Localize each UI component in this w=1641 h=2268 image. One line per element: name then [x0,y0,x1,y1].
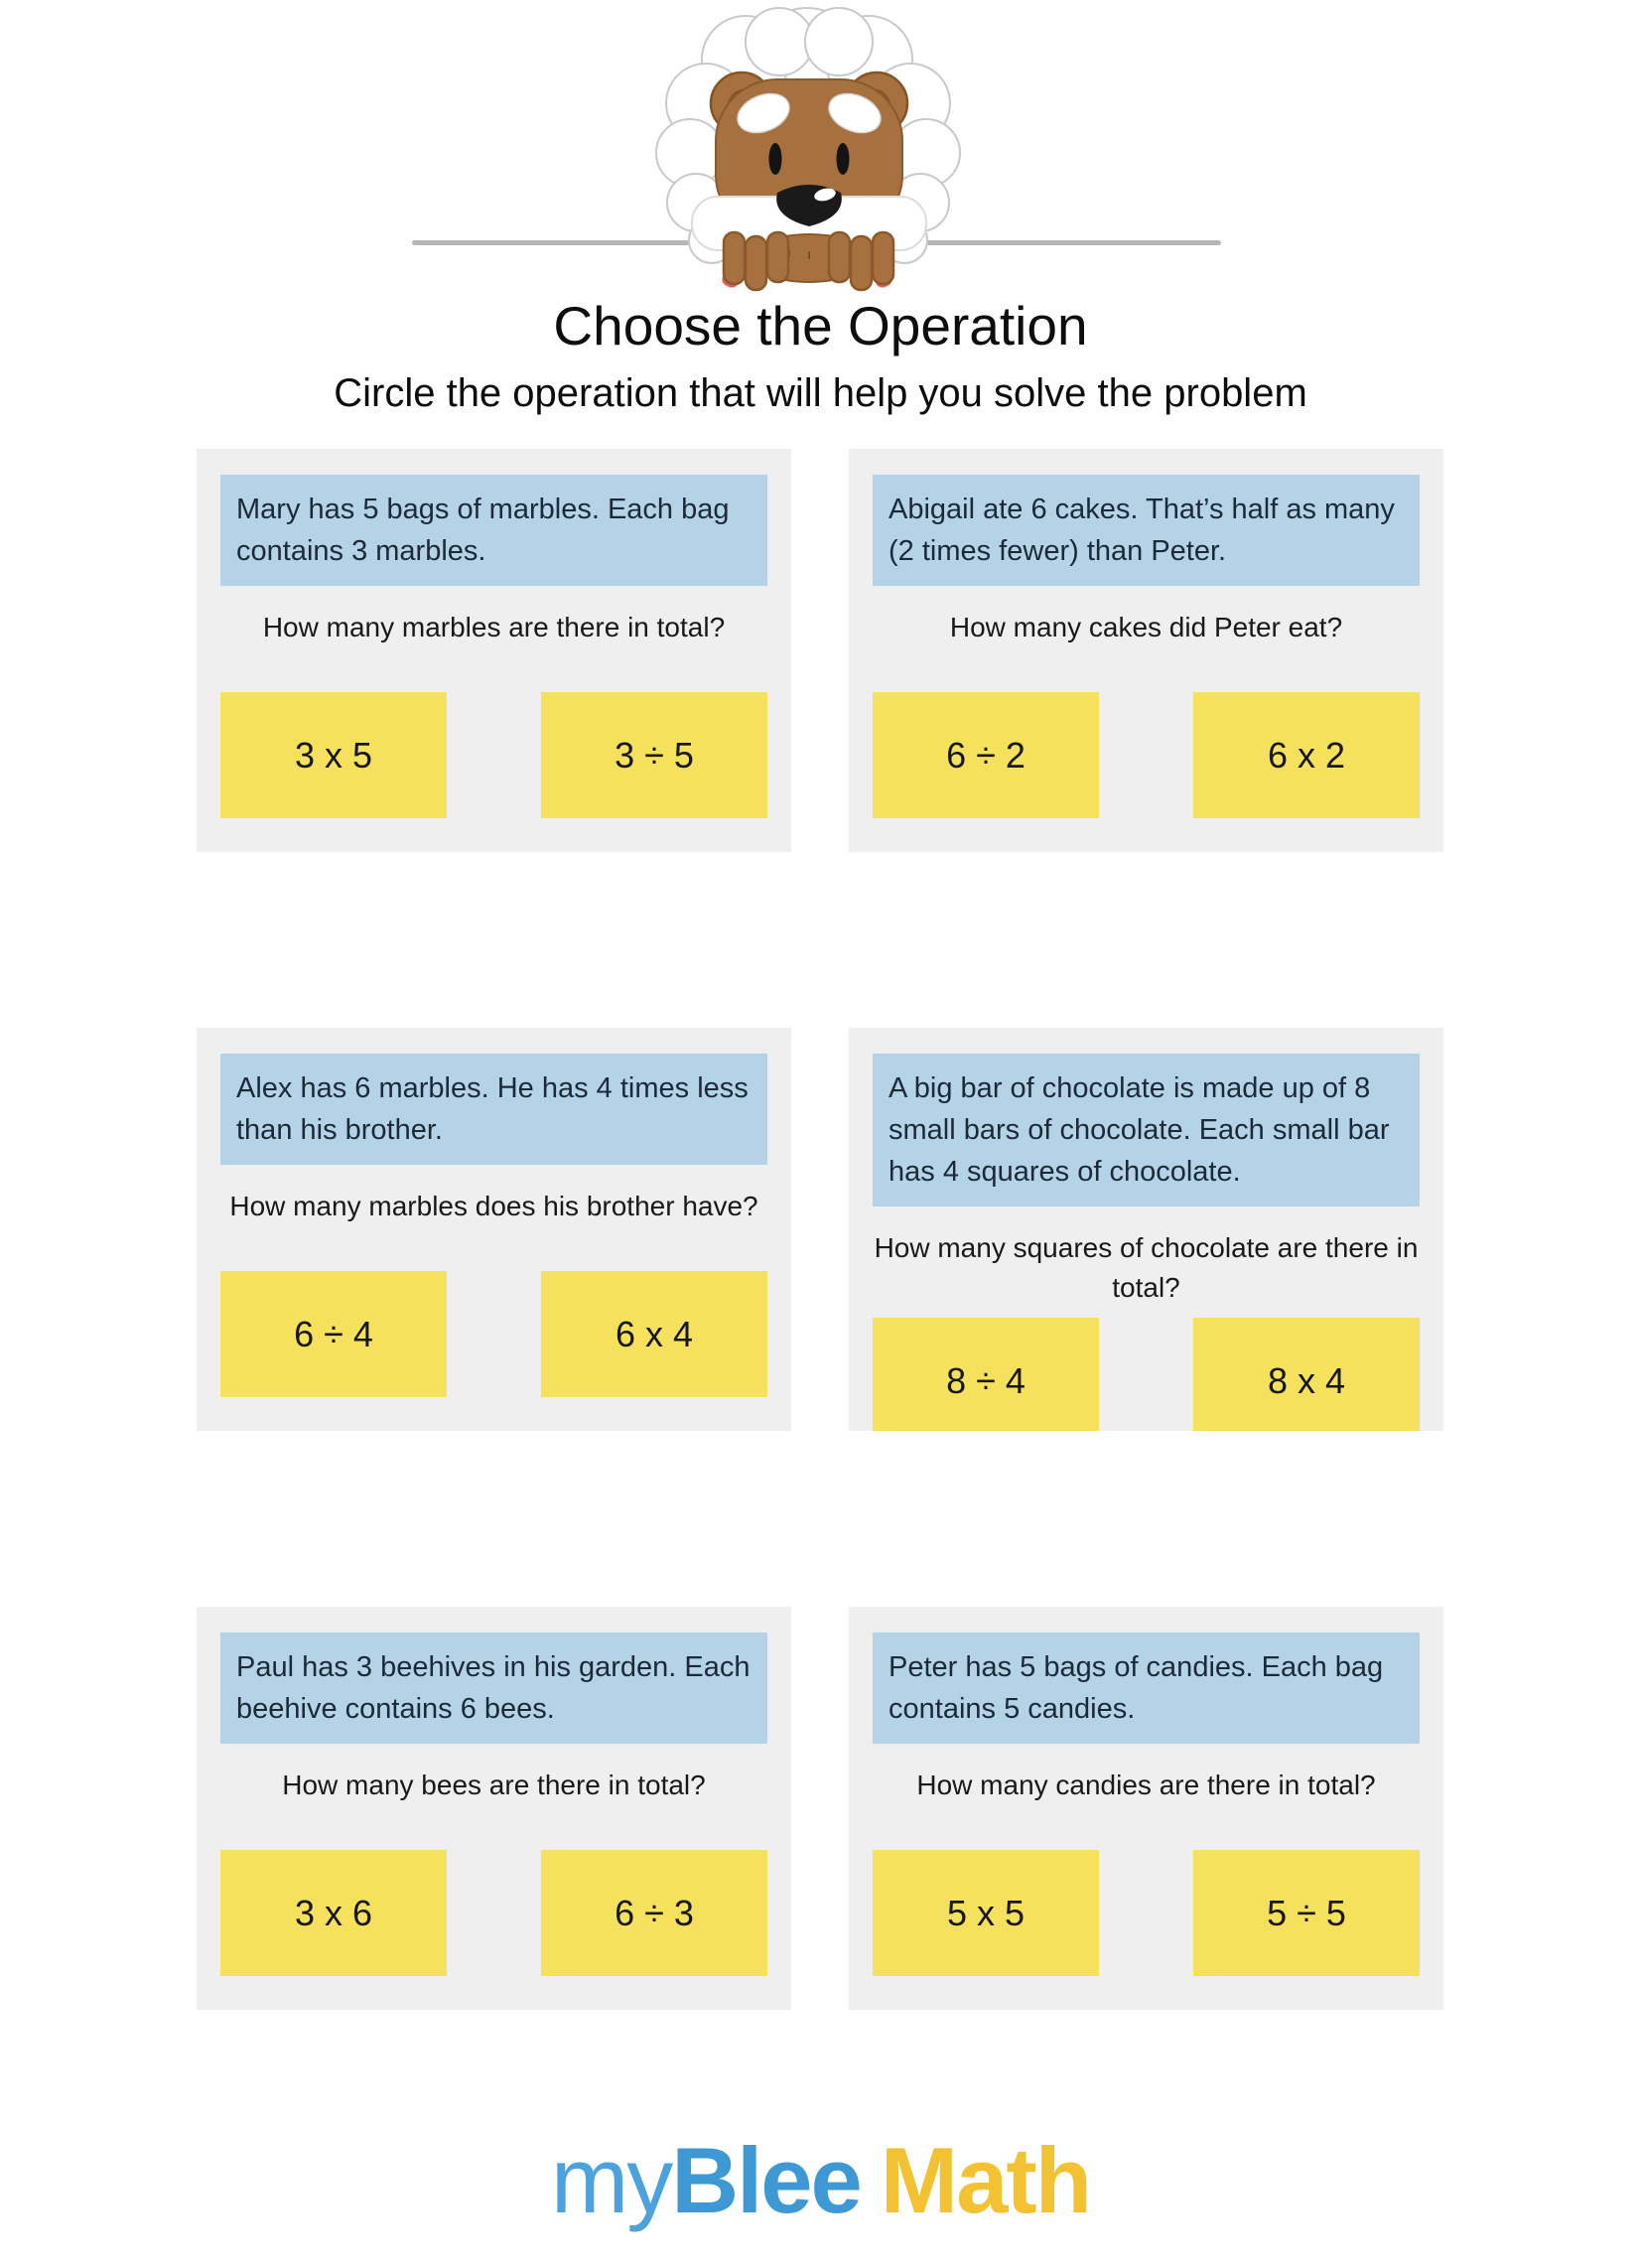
problem-statement: Alex has 6 marbles. He has 4 times less … [220,1054,767,1165]
problem-question: How many marbles are there in total? [262,612,726,642]
operation-option-right[interactable]: 8 x 4 [1193,1318,1420,1431]
operation-option-left[interactable]: 6 ÷ 4 [220,1271,447,1397]
operation-option-left[interactable]: 5 x 5 [873,1850,1099,1976]
operation-option-left[interactable]: 8 ÷ 4 [873,1318,1099,1431]
options-row: 3 x 6 6 ÷ 3 [220,1840,767,1976]
problem-question: How many bees are there in total? [282,1770,706,1800]
problem-card-5: Paul has 3 beehives in his garden. Each … [197,1607,791,2010]
problem-card-2: Abigail ate 6 cakes. That’s half as many… [849,449,1443,852]
problem-question: How many marbles does his brother have? [229,1191,758,1221]
problem-card-4: A big bar of chocolate is made up of 8 s… [849,1028,1443,1431]
problem-statement: Peter has 5 bags of candies. Each bag co… [873,1632,1420,1744]
problem-card-1: Mary has 5 bags of marbles. Each bag con… [197,449,791,852]
problem-statement: A big bar of chocolate is made up of 8 s… [873,1054,1420,1206]
operation-option-left[interactable]: 3 x 6 [220,1850,447,1976]
problem-card-3: Alex has 6 marbles. He has 4 times less … [197,1028,791,1431]
options-row: 3 x 5 3 ÷ 5 [220,682,767,818]
operation-option-right[interactable]: 6 x 2 [1193,692,1420,818]
options-row: 8 ÷ 4 8 x 4 [873,1308,1420,1431]
problem-statement: Mary has 5 bags of marbles. Each bag con… [220,475,767,586]
operation-option-right[interactable]: 6 ÷ 3 [541,1850,767,1976]
problem-statement: Paul has 3 beehives in his garden. Each … [220,1632,767,1744]
operation-option-right[interactable]: 5 ÷ 5 [1193,1850,1420,1976]
page-title: Choose the Operation [553,295,1088,356]
myblee-math-logo: myBlee Math [0,2127,1641,2234]
problem-card-6: Peter has 5 bags of candies. Each bag co… [849,1607,1443,2010]
logo-blee: Blee [671,2128,863,2232]
logo-my: my [550,2128,673,2232]
operation-option-right[interactable]: 6 x 4 [541,1271,767,1397]
operation-option-left[interactable]: 6 ÷ 2 [873,692,1099,818]
logo-math: Math [880,2128,1092,2232]
options-row: 6 ÷ 4 6 x 4 [220,1261,767,1397]
problem-question: How many squares of chocolate are there … [874,1232,1419,1303]
operation-option-right[interactable]: 3 ÷ 5 [541,692,767,818]
problem-statement: Abigail ate 6 cakes. That’s half as many… [873,475,1420,586]
operation-option-left[interactable]: 3 x 5 [220,692,447,818]
problem-question: How many cakes did Peter eat? [949,612,1343,642]
einstein-dog-mascot-icon [640,2,974,294]
options-row: 6 ÷ 2 6 x 2 [873,682,1420,818]
page-subtitle: Circle the operation that will help you … [334,371,1307,415]
options-row: 5 x 5 5 ÷ 5 [873,1840,1420,1976]
problem-question: How many candies are there in total? [916,1770,1376,1800]
